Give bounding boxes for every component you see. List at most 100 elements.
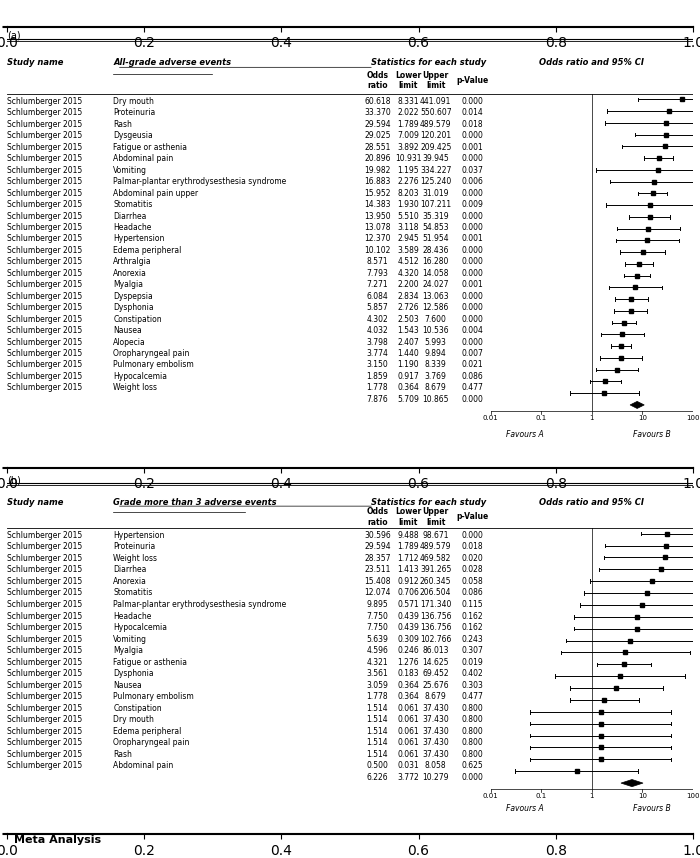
Text: 7.793: 7.793 xyxy=(367,269,389,278)
Text: 7.750: 7.750 xyxy=(367,612,389,620)
Text: 35.319: 35.319 xyxy=(422,212,449,221)
Text: Schlumberger 2015: Schlumberger 2015 xyxy=(7,189,83,197)
Text: 0.477: 0.477 xyxy=(461,692,483,701)
Text: 0.243: 0.243 xyxy=(461,635,483,644)
Text: 0.061: 0.061 xyxy=(398,750,419,759)
Text: 2.407: 2.407 xyxy=(398,337,419,347)
Text: 1.413: 1.413 xyxy=(398,565,419,574)
Text: Odds
ratio: Odds ratio xyxy=(366,70,389,90)
Text: 1.514: 1.514 xyxy=(367,727,389,736)
Text: Palmar-plantar erythrodysesthesia syndrome: Palmar-plantar erythrodysesthesia syndro… xyxy=(113,600,286,609)
Text: All-grade adverse events: All-grade adverse events xyxy=(113,58,232,68)
Text: 2.200: 2.200 xyxy=(398,281,419,289)
Text: Alopecia: Alopecia xyxy=(113,337,146,347)
Text: 441.091: 441.091 xyxy=(420,97,452,106)
Text: 0.000: 0.000 xyxy=(461,189,483,197)
Text: Schlumberger 2015: Schlumberger 2015 xyxy=(7,178,83,186)
Text: Stomatitis: Stomatitis xyxy=(113,589,153,597)
Text: 0.912: 0.912 xyxy=(398,577,419,586)
Text: 100: 100 xyxy=(686,415,700,421)
Text: Schlumberger 2015: Schlumberger 2015 xyxy=(7,120,83,129)
Text: 0.246: 0.246 xyxy=(398,646,419,656)
Text: 1: 1 xyxy=(589,415,594,421)
Text: Fatigue or asthenia: Fatigue or asthenia xyxy=(113,142,188,152)
Text: 54.853: 54.853 xyxy=(422,223,449,232)
Text: 0.018: 0.018 xyxy=(461,120,483,129)
Text: 0.500: 0.500 xyxy=(367,761,389,770)
Text: 20.896: 20.896 xyxy=(364,154,391,163)
Text: Myalgia: Myalgia xyxy=(113,281,144,289)
Text: Upper
limit: Upper limit xyxy=(423,507,449,527)
Text: Rash: Rash xyxy=(113,750,132,759)
Text: 0.307: 0.307 xyxy=(461,646,483,656)
Text: 10.865: 10.865 xyxy=(423,395,449,404)
Text: 3.589: 3.589 xyxy=(398,246,419,255)
Text: 0.028: 0.028 xyxy=(461,565,483,574)
Polygon shape xyxy=(621,780,643,787)
Text: 29.594: 29.594 xyxy=(364,542,391,552)
Text: 0.018: 0.018 xyxy=(461,542,483,552)
Text: 0.000: 0.000 xyxy=(461,303,483,312)
Text: Schlumberger 2015: Schlumberger 2015 xyxy=(7,337,83,347)
Text: 2.276: 2.276 xyxy=(398,178,419,186)
Text: 0.364: 0.364 xyxy=(398,384,419,392)
Text: 37.430: 37.430 xyxy=(422,739,449,747)
Text: Favours A: Favours A xyxy=(506,431,544,439)
Text: Schlumberger 2015: Schlumberger 2015 xyxy=(7,360,83,370)
Text: 0.000: 0.000 xyxy=(461,212,483,221)
Text: 0.000: 0.000 xyxy=(461,269,483,278)
Text: 0.439: 0.439 xyxy=(398,612,419,620)
Text: 1.440: 1.440 xyxy=(398,349,419,358)
Text: 5.510: 5.510 xyxy=(398,212,419,221)
Text: 5.709: 5.709 xyxy=(398,395,419,404)
Text: 0.706: 0.706 xyxy=(398,589,419,597)
Text: 1.276: 1.276 xyxy=(398,658,419,667)
Text: Upper
limit: Upper limit xyxy=(423,70,449,90)
Text: Schlumberger 2015: Schlumberger 2015 xyxy=(7,97,83,106)
Text: Schlumberger 2015: Schlumberger 2015 xyxy=(7,131,83,141)
Text: 10.279: 10.279 xyxy=(423,773,449,782)
Text: 13.950: 13.950 xyxy=(364,212,391,221)
Text: 8.679: 8.679 xyxy=(425,692,447,701)
Text: 3.118: 3.118 xyxy=(398,223,419,232)
Text: Palmar-plantar erythrodysesthesia syndrome: Palmar-plantar erythrodysesthesia syndro… xyxy=(113,178,286,186)
Text: 4.302: 4.302 xyxy=(367,315,389,323)
Text: 136.756: 136.756 xyxy=(420,612,452,620)
Text: 7.750: 7.750 xyxy=(367,623,389,632)
Text: 2.834: 2.834 xyxy=(398,292,419,301)
Text: Schlumberger 2015: Schlumberger 2015 xyxy=(7,154,83,163)
Text: 1.859: 1.859 xyxy=(367,372,389,381)
Text: 391.265: 391.265 xyxy=(420,565,452,574)
Text: 0.01: 0.01 xyxy=(483,415,498,421)
Text: 0.1: 0.1 xyxy=(536,793,547,799)
Text: Hypertension: Hypertension xyxy=(113,531,164,540)
Text: 4.032: 4.032 xyxy=(367,326,389,335)
Text: 0.000: 0.000 xyxy=(461,395,483,404)
Text: 15.952: 15.952 xyxy=(364,189,391,197)
Text: 2.022: 2.022 xyxy=(398,108,419,118)
Text: 29.025: 29.025 xyxy=(364,131,391,141)
Text: Schlumberger 2015: Schlumberger 2015 xyxy=(7,635,83,644)
Text: 2.726: 2.726 xyxy=(398,303,419,312)
Text: 102.766: 102.766 xyxy=(420,635,452,644)
Text: Schlumberger 2015: Schlumberger 2015 xyxy=(7,554,83,563)
Text: 0.1: 0.1 xyxy=(536,415,547,421)
Text: 1.190: 1.190 xyxy=(398,360,419,370)
Text: 0.162: 0.162 xyxy=(461,612,483,620)
Text: 0.086: 0.086 xyxy=(461,372,483,381)
Text: 0.000: 0.000 xyxy=(461,773,483,782)
Text: 0.309: 0.309 xyxy=(398,635,419,644)
Text: 14.058: 14.058 xyxy=(423,269,449,278)
Text: 3.150: 3.150 xyxy=(367,360,389,370)
Text: 0.000: 0.000 xyxy=(461,223,483,232)
Text: Oropharyngeal pain: Oropharyngeal pain xyxy=(113,739,190,747)
Text: Dysphonia: Dysphonia xyxy=(113,303,154,312)
Text: 1.789: 1.789 xyxy=(398,120,419,129)
Text: 6.226: 6.226 xyxy=(367,773,389,782)
Text: 2.503: 2.503 xyxy=(398,315,419,323)
Text: 6.084: 6.084 xyxy=(367,292,389,301)
Text: 209.425: 209.425 xyxy=(420,142,452,152)
Text: 3.561: 3.561 xyxy=(367,669,389,678)
Text: 0.000: 0.000 xyxy=(461,246,483,255)
Text: Hypertension: Hypertension xyxy=(113,234,164,244)
